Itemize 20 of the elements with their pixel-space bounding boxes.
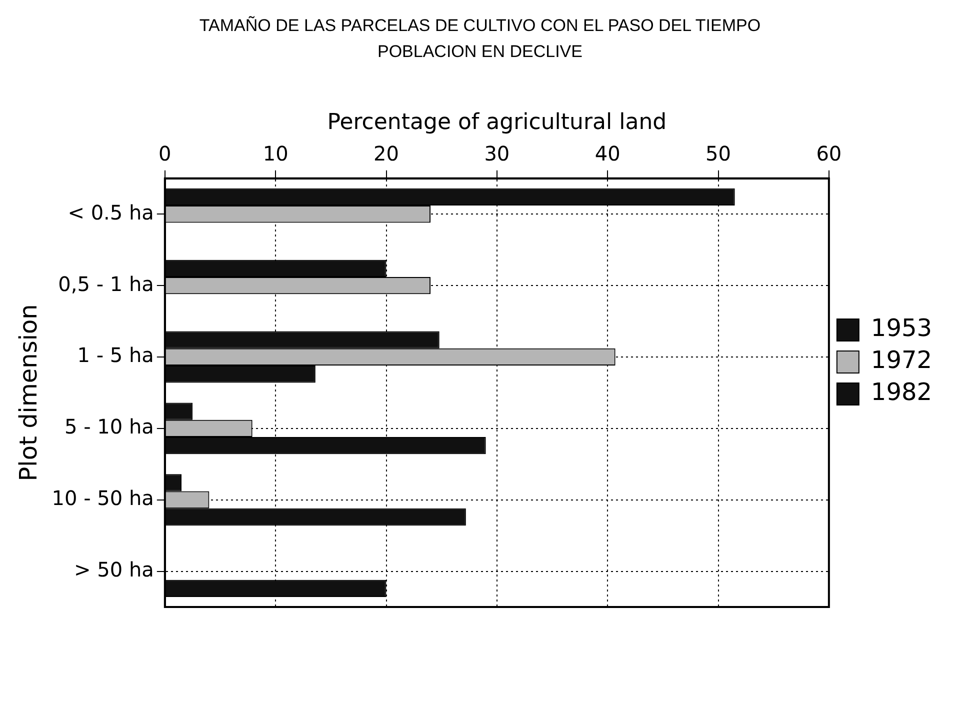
y-tick-label: 10 - 50 ha [52, 486, 154, 510]
y-tick-label: 1 - 5 ha [77, 343, 154, 368]
y-axis-title: Plot dimension [14, 304, 43, 482]
x-tick-label: 60 [816, 142, 842, 166]
x-tick-label: 30 [484, 142, 510, 166]
x-tick-label: 40 [594, 142, 620, 166]
y-tick-label: 0,5 - 1 ha [58, 272, 154, 296]
x-tick-label: 0 [158, 142, 172, 166]
chart-title: TAMAÑO DE LAS PARCELAS DE CULTIVO CON EL PASO DEL TIEMPO [198, 16, 762, 36]
y-tick-label: < 0.5 ha [68, 200, 154, 224]
y-tick-label: > 50 ha [74, 557, 154, 582]
chart-subtitle: POBLACION EN DECLIVE [376, 42, 584, 62]
y-tick-label: 5 - 10 ha [64, 414, 154, 439]
legend-label: 1972 [870, 346, 932, 374]
x-tick-label: 50 [706, 142, 731, 166]
x-tick-label: 10 [262, 142, 288, 166]
legend-label: 1953 [870, 314, 932, 342]
x-axis-title: Percentage of agricultural land [327, 110, 667, 135]
x-tick-label: 20 [374, 142, 399, 166]
legend-label: 1982 [870, 378, 932, 406]
